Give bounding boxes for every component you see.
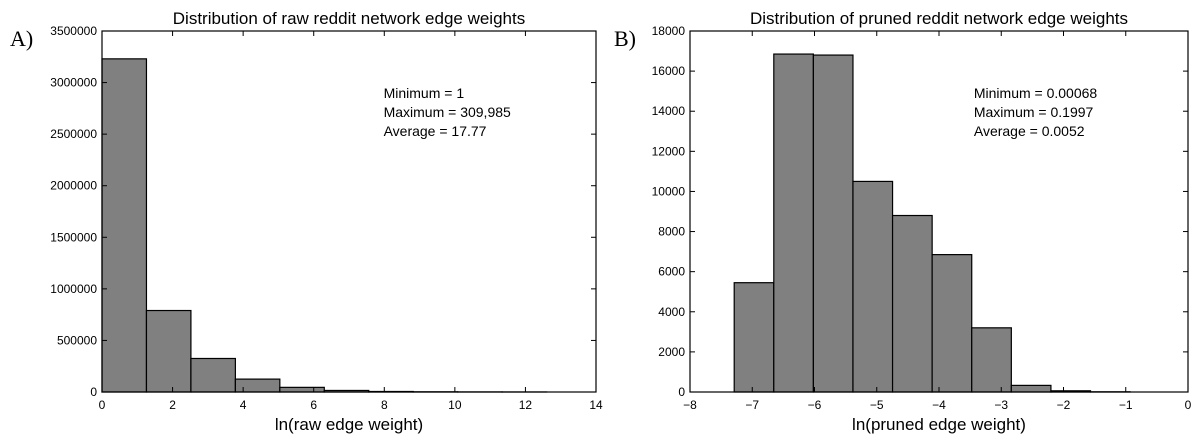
pruned-ytick-label-9: 18000: [652, 24, 686, 38]
raw-bar-0: [101, 58, 148, 393]
pruned-ytick-label-4: 8000: [658, 225, 685, 239]
pruned-xtick-label-5: −3: [994, 398, 1008, 412]
raw-xtick-label-0: 0: [99, 398, 106, 412]
pruned-ytick-label-3: 6000: [658, 265, 685, 279]
pruned-x-axis-label: ln(pruned edge weight): [852, 415, 1026, 434]
pruned-ytick-label-2: 4000: [658, 305, 685, 319]
raw-ytick-label-5: 2500000: [50, 127, 97, 141]
raw-ytick-label-0: 0: [90, 385, 97, 399]
raw-x-axis-label: ln(raw edge weight): [275, 415, 423, 434]
pruned-chart-title: Distribution of pruned reddit network ed…: [750, 9, 1128, 28]
pruned-bar-1: [773, 53, 814, 393]
pruned-xtick-label-0: −8: [683, 398, 697, 412]
raw-ytick-label-3: 1500000: [50, 230, 97, 244]
pruned-bar-3: [852, 180, 894, 393]
raw-xtick-label-1: 2: [169, 398, 176, 412]
pruned-xtick-label-2: −6: [808, 398, 822, 412]
pruned-xtick-label-6: −2: [1057, 398, 1071, 412]
raw-xtick-label-4: 8: [381, 398, 388, 412]
raw-ytick-label-6: 3000000: [50, 76, 97, 90]
panel-letter-a: A): [10, 26, 34, 51]
raw-ytick-label-1: 500000: [57, 333, 97, 347]
raw-ytick-label-2: 1000000: [50, 282, 97, 296]
raw-xtick-label-5: 10: [448, 398, 462, 412]
pruned-stat-annotation-0: Minimum = 0.00068: [974, 85, 1098, 101]
raw-stat-annotation-1: Maximum = 309,985: [384, 104, 511, 120]
raw-bar-2: [190, 357, 236, 393]
pruned-ytick-label-0: 0: [678, 385, 685, 399]
raw-plot-frame: [101, 30, 597, 393]
pruned-stat-annotation-1: Maximum = 0.1997: [974, 104, 1094, 120]
raw-bar-1: [145, 309, 192, 393]
pruned-xtick-label-4: −4: [932, 398, 946, 412]
pruned-xtick-label-8: 0: [1185, 398, 1192, 412]
raw-ytick-label-7: 3500000: [50, 24, 97, 38]
pruned-bar-7: [1010, 384, 1052, 393]
raw-ytick-label-4: 2000000: [50, 179, 97, 193]
raw-xtick-label-3: 6: [310, 398, 317, 412]
raw-chart-title: Distribution of raw reddit network edge …: [173, 9, 525, 28]
pruned-stat-annotation-2: Average = 0.0052: [974, 123, 1085, 139]
pruned-xtick-label-1: −7: [745, 398, 759, 412]
pruned-bar-0: [733, 282, 775, 393]
raw-stat-annotation-0: Minimum = 1: [384, 85, 465, 101]
pruned-bar-6: [971, 327, 1012, 393]
pruned-bar-5: [931, 254, 973, 393]
pruned-xtick-label-7: −1: [1119, 398, 1133, 412]
panel-letter-b: B): [614, 26, 636, 51]
pruned-ytick-label-7: 14000: [652, 104, 686, 118]
pruned-ytick-label-1: 2000: [658, 345, 685, 359]
pruned-ytick-label-8: 16000: [652, 64, 686, 78]
pruned-bar-4: [891, 214, 933, 393]
raw-xtick-label-7: 14: [589, 398, 603, 412]
raw-bar-3: [234, 378, 281, 393]
pruned-xtick-label-3: −5: [870, 398, 884, 412]
raw-bar-4: [279, 386, 325, 393]
raw-xtick-label-2: 4: [240, 398, 247, 412]
pruned-ytick-label-6: 12000: [652, 144, 686, 158]
raw-stat-annotation-2: Average = 17.77: [384, 123, 487, 139]
pruned-ytick-label-5: 10000: [652, 184, 686, 198]
pruned-bar-2: [812, 54, 854, 393]
raw-xtick-label-6: 12: [519, 398, 533, 412]
